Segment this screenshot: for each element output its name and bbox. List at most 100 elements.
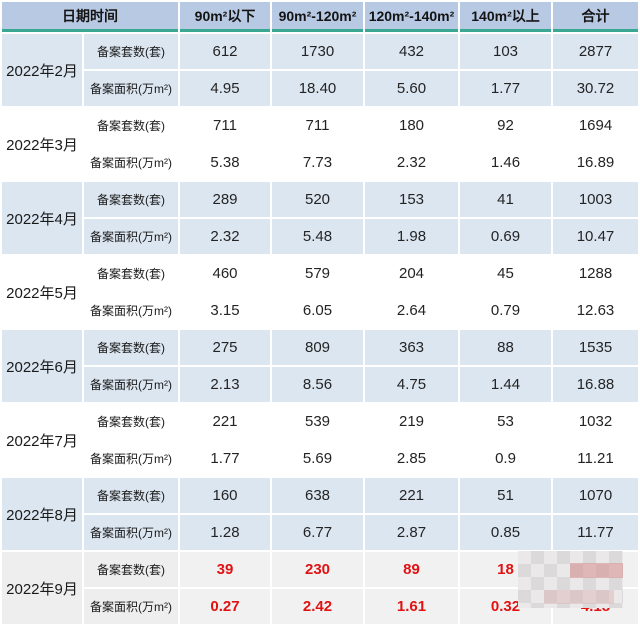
month-cell: 2022年4月 — [2, 182, 82, 254]
data-cell: 230 — [272, 552, 363, 587]
total-cell: 1694 — [553, 108, 638, 143]
row-label-area: 备案面积(万m²) — [84, 367, 178, 402]
data-cell: 809 — [272, 330, 363, 365]
data-cell: 2.85 — [365, 441, 458, 476]
row-label-area: 备案面积(万m²) — [84, 71, 178, 106]
row-label-units: 备案套数(套) — [84, 256, 178, 291]
data-cell: 638 — [272, 478, 363, 513]
row-label-area: 备案面积(万m²) — [84, 293, 178, 328]
data-cell: 4.75 — [365, 367, 458, 402]
data-cell: 8.56 — [272, 367, 363, 402]
data-cell: 6.77 — [272, 515, 363, 550]
table-row: 2022年8月 备案套数(套) 160 638 221 51 1070 — [2, 478, 638, 550]
data-cell: 460 — [180, 256, 270, 291]
month-block-2022-04: 2022年4月 备案套数(套) 289 520 153 41 1003 备案面积… — [2, 182, 638, 254]
data-cell: 103 — [460, 34, 551, 69]
total-cell: 1070 — [553, 478, 638, 513]
table-row: 备案面积(万m²) 5.38 7.73 2.32 1.46 16.89 — [2, 145, 638, 180]
data-cell: 221 — [365, 478, 458, 513]
total-cell: 1535 — [553, 330, 638, 365]
data-cell: 1.77 — [180, 441, 270, 476]
data-cell: 45 — [460, 256, 551, 291]
data-cell: 539 — [272, 404, 363, 439]
data-cell: 5.38 — [180, 145, 270, 180]
table-row: 备案面积(万m²) 0.27 2.42 1.61 0.32 4.18 — [2, 589, 638, 624]
data-cell: 1.61 — [365, 589, 458, 624]
data-cell: 41 — [460, 182, 551, 217]
row-label-units: 备案套数(套) — [84, 478, 178, 513]
row-label-units: 备案套数(套) — [84, 552, 178, 587]
header-date: 日期时间 — [2, 2, 178, 32]
data-cell: 2.32 — [365, 145, 458, 180]
data-cell: 2.13 — [180, 367, 270, 402]
data-cell: 89 — [365, 552, 458, 587]
total-cell: 12.63 — [553, 293, 638, 328]
table-row: 2022年2月 备案套数(套) 612 1730 432 103 2877 — [2, 34, 638, 106]
table-row: 备案面积(万m²) 2.32 5.48 1.98 0.69 10.47 — [2, 219, 638, 254]
data-cell: 219 — [365, 404, 458, 439]
month-cell: 2022年9月 — [2, 552, 82, 624]
table-row: 2022年3月 备案套数(套) 711 711 180 92 1694 — [2, 108, 638, 180]
month-block-2022-07: 2022年7月 备案套数(套) 221 539 219 53 1032 备案面积… — [2, 404, 638, 476]
month-block-2022-02: 2022年2月 备案套数(套) 612 1730 432 103 2877 备案… — [2, 34, 638, 106]
total-cell: 16.89 — [553, 145, 638, 180]
data-cell: 711 — [180, 108, 270, 143]
row-label-area: 备案面积(万m²) — [84, 145, 178, 180]
row-label-area: 备案面积(万m²) — [84, 441, 178, 476]
table-row: 备案面积(万m²) 1.28 6.77 2.87 0.85 11.77 — [2, 515, 638, 550]
total-cell: 10.47 — [553, 219, 638, 254]
table-row: 2022年5月 备案套数(套) 460 579 204 45 1288 — [2, 256, 638, 328]
data-cell: 0.27 — [180, 589, 270, 624]
total-cell: 1032 — [553, 404, 638, 439]
data-cell: 1.44 — [460, 367, 551, 402]
row-label-units: 备案套数(套) — [84, 182, 178, 217]
total-cell: 1003 — [553, 182, 638, 217]
table-row: 2022年6月 备案套数(套) 275 809 363 88 1535 — [2, 330, 638, 402]
table-row: 备案面积(万m²) 4.95 18.40 5.60 1.77 30.72 — [2, 71, 638, 106]
data-cell: 2.42 — [272, 589, 363, 624]
data-cell: 2.87 — [365, 515, 458, 550]
month-block-2022-05: 2022年5月 备案套数(套) 460 579 204 45 1288 备案面积… — [2, 256, 638, 328]
data-cell: 2.64 — [365, 293, 458, 328]
month-cell: 2022年6月 — [2, 330, 82, 402]
data-cell: 204 — [365, 256, 458, 291]
data-cell: 5.69 — [272, 441, 363, 476]
data-cell: 363 — [365, 330, 458, 365]
data-cell: 39 — [180, 552, 270, 587]
data-cell: 88 — [460, 330, 551, 365]
row-label-area: 备案面积(万m²) — [84, 589, 178, 624]
data-cell: 221 — [180, 404, 270, 439]
data-cell: 160 — [180, 478, 270, 513]
data-cell: 1.77 — [460, 71, 551, 106]
month-cell: 2022年8月 — [2, 478, 82, 550]
data-cell: 18.40 — [272, 71, 363, 106]
total-cell: 11.77 — [553, 515, 638, 550]
row-label-units: 备案套数(套) — [84, 34, 178, 69]
data-cell: 0.69 — [460, 219, 551, 254]
month-block-2022-09: 2022年9月 备案套数(套) 39 230 89 18 备案面积(万m²) 0… — [2, 552, 638, 624]
header-90-120: 90m²-120m² — [272, 2, 363, 32]
data-cell: 1.28 — [180, 515, 270, 550]
data-cell: 275 — [180, 330, 270, 365]
row-label-units: 备案套数(套) — [84, 404, 178, 439]
month-block-2022-08: 2022年8月 备案套数(套) 160 638 221 51 1070 备案面积… — [2, 478, 638, 550]
data-cell: 2.32 — [180, 219, 270, 254]
data-cell: 4.95 — [180, 71, 270, 106]
table-row: 备案面积(万m²) 1.77 5.69 2.85 0.9 11.21 — [2, 441, 638, 476]
row-label-units: 备案套数(套) — [84, 108, 178, 143]
data-cell: 3.15 — [180, 293, 270, 328]
header-over-140: 140m²以上 — [460, 2, 551, 32]
mosaic-redaction — [518, 551, 623, 608]
data-cell: 0.9 — [460, 441, 551, 476]
data-cell: 53 — [460, 404, 551, 439]
data-cell: 51 — [460, 478, 551, 513]
table-row: 2022年7月 备案套数(套) 221 539 219 53 1032 — [2, 404, 638, 476]
data-cell: 5.60 — [365, 71, 458, 106]
row-label-units: 备案套数(套) — [84, 330, 178, 365]
table-row: 备案面积(万m²) 3.15 6.05 2.64 0.79 12.63 — [2, 293, 638, 328]
data-cell: 1730 — [272, 34, 363, 69]
month-block-2022-06: 2022年6月 备案套数(套) 275 809 363 88 1535 备案面积… — [2, 330, 638, 402]
data-cell: 153 — [365, 182, 458, 217]
